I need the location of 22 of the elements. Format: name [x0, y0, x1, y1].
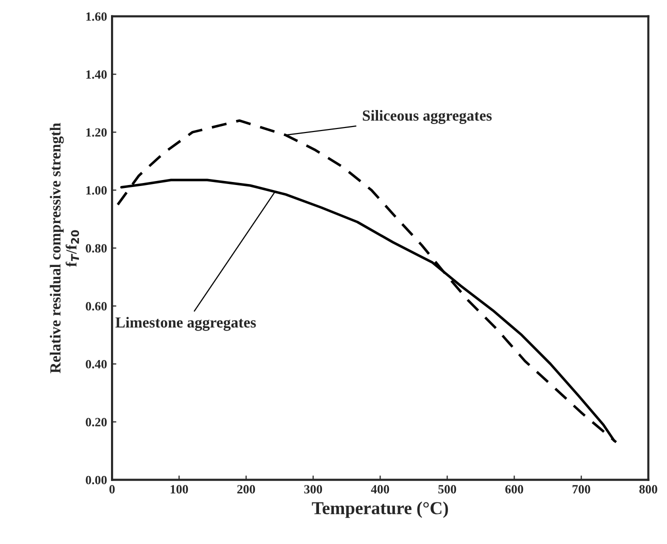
- y-tick-label: 1.20: [86, 128, 107, 137]
- x-tick-label: 0: [109, 485, 115, 494]
- y-tick-label: 1.00: [86, 186, 107, 195]
- y-tick-label: 0.20: [86, 418, 107, 426]
- x-tick-label: 700: [572, 485, 590, 494]
- x-tick-label: 200: [237, 485, 256, 494]
- x-tick-label: 100: [170, 485, 188, 494]
- y-tick-label: 1.40: [86, 70, 107, 79]
- x-tick-label: 300: [304, 485, 322, 494]
- annotation: Limestone aggregates: [115, 316, 256, 331]
- y-tick-label: 0.40: [86, 360, 107, 368]
- x-tick-label: 800: [639, 485, 658, 494]
- y-tick-label: 1.60: [86, 12, 107, 21]
- y-tick-label: 0.80: [86, 244, 107, 253]
- x-tick-label: 400: [370, 485, 390, 494]
- x-tick-label: 500: [438, 485, 456, 494]
- annotation: Siliceous aggregates: [362, 110, 492, 124]
- y-tick-label: 0.00: [86, 476, 107, 484]
- y-axis-title: Relative residual compressive strength f$_{T}$/f$_{20}$: [50, 122, 80, 374]
- x-axis-title: Temperature (°C): [312, 502, 448, 518]
- y-tick-label: 0.60: [86, 302, 107, 311]
- x-tick-label: 600: [505, 485, 524, 494]
